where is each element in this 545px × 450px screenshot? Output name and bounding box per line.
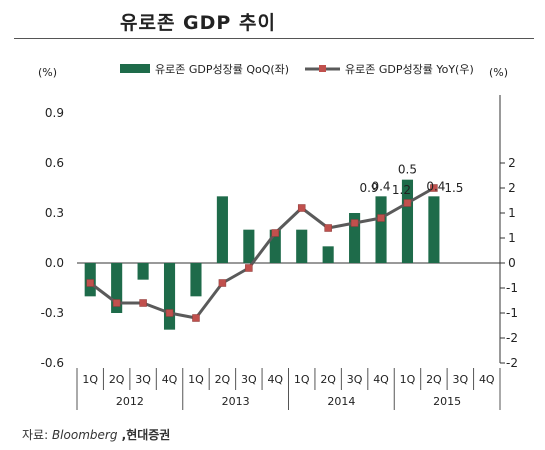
source-hyundai: ,현대증권 [117,428,171,442]
line-marker [271,229,280,237]
x-tick-label: 2Q [320,373,336,386]
bar-qoq [296,229,308,263]
legend-bar-swatch [120,64,150,73]
data-label: 1.5 [444,181,463,195]
right-tick-label: -2 [506,331,518,345]
x-tick-label: 1Q [82,373,98,386]
legend-line-marker [319,65,326,72]
bar-qoq [216,196,228,263]
line-marker [86,279,94,287]
right-tick-label: 1 [508,206,516,220]
legend-line-label: 유로존 GDP성장률 YoY(우) [345,63,474,76]
gdp-chart: (%) (%) 유로존 GDP성장률 QoQ(좌) 유로존 GDP성장률 YoY(우)… [38,63,518,410]
line-marker [245,264,253,272]
line-marker [218,279,227,287]
left-tick-label: 0.3 [45,206,64,220]
line-marker [139,299,147,307]
line-yoy [89,186,435,320]
x-tick-label: 2Q [426,373,442,386]
data-label: 0.4 [426,179,445,193]
x-tick-label: 3Q [241,373,257,386]
x-tick-label: 1Q [400,373,416,386]
bar-qoq [111,263,123,313]
line-marker [403,199,412,207]
left-tick-label: 0.0 [45,256,64,270]
x-year-label: 2015 [433,395,461,408]
line-marker [112,299,121,307]
x-tick-label: 1Q [188,373,204,386]
data-label: 0.5 [398,163,417,177]
x-tick-label: 3Q [347,373,363,386]
x-tick-label: 2Q [109,373,125,386]
line-marker [192,314,200,322]
title-divider [14,38,534,39]
bar-qoq [269,229,281,263]
line-marker [165,309,174,317]
x-tick-label: 4Q [162,373,178,386]
bar-qoq [349,213,361,263]
bar-qoq [137,263,149,280]
x-year-label: 2012 [116,395,144,408]
legend-bar-label: 유로존 GDP성장률 QoQ(좌) [155,63,289,76]
x-year-label: 2014 [327,395,355,408]
x-tick-label: 4Q [479,373,495,386]
left-tick-label: -0.6 [41,356,64,370]
x-tick-label: 3Q [453,373,469,386]
line-marker [430,184,438,192]
bar-qoq [375,196,387,263]
x-tick-label: 2Q [215,373,231,386]
bar-qoq [243,229,255,263]
line-marker [297,204,306,212]
left-tick-label: 0.9 [45,106,64,120]
data-label: 0.4 [371,179,390,193]
right-axis-unit: (%) [489,66,508,79]
line-marker [377,214,385,222]
bar-qoq [401,179,414,263]
left-tick-label: 0.6 [45,156,64,170]
line-marker [324,224,332,232]
left-tick-label: -0.3 [41,306,64,320]
bar-qoq [163,263,176,330]
bar-qoq [190,263,202,297]
bar-qoq [428,196,440,263]
right-tick-label: 2 [508,181,516,195]
right-tick-label: -2 [506,356,518,370]
right-tick-label: 0 [508,256,516,270]
line-marker [350,219,359,227]
right-tick-label: 1 [508,231,516,245]
left-axis-unit: (%) [38,66,57,79]
right-tick-label: 2 [508,156,516,170]
source-bloomberg: Bloomberg [51,428,118,442]
source-note: 자료: Bloomberg ,현대증권 [22,426,170,443]
x-tick-label: 3Q [135,373,151,386]
chart-title: 유로존 GDP 추이 [120,12,276,34]
right-tick-label: -1 [506,281,518,295]
bar-qoq [322,246,334,263]
data-label: 0.9 [359,181,378,195]
x-tick-label: 4Q [267,373,283,386]
source-prefix: 자료: [22,428,52,442]
x-tick-label: 4Q [373,373,389,386]
data-label: 1.2 [392,183,411,197]
x-year-label: 2013 [222,395,250,408]
x-tick-label: 1Q [294,373,310,386]
right-tick-label: -1 [506,306,518,320]
